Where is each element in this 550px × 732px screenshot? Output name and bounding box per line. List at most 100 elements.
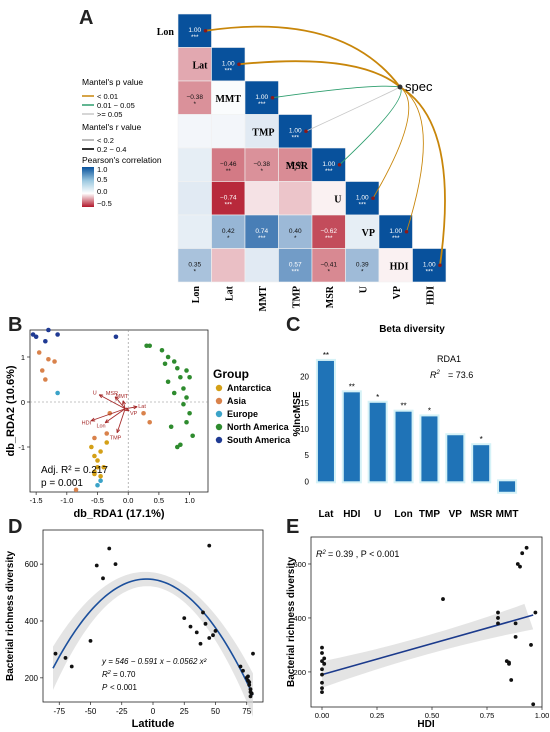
panel-b-xtick-label: 0.0 — [123, 496, 133, 505]
heatmap-cell-sig: *** — [258, 101, 266, 108]
panel-d-equation: y = 546 − 0.591 x − 0.0562 x² — [101, 657, 207, 666]
panel-b-point — [43, 377, 48, 382]
panel-e-point — [322, 661, 327, 666]
panel-e-point — [531, 702, 536, 707]
panel-b-legend-swatch — [215, 436, 223, 444]
panel-b-arrow-U — [98, 394, 126, 410]
panel-d-r2-value: = 0.70 — [113, 670, 136, 679]
panel-b-legend: Group Antarctica Asia Europe North America S… — [213, 367, 291, 445]
panel-e-r2-symbol: R2 — [316, 549, 327, 559]
panel-e-r2-value: = 0.39 , P < 0.001 — [328, 549, 399, 559]
panel-d-point — [63, 656, 68, 660]
panel-c-bar-MSR — [473, 445, 490, 482]
mantel-r-legend: Mantel's r value < 0.2 0.2 ~ 0.4 — [82, 122, 142, 154]
panel-b-legend-swatch — [215, 423, 223, 431]
panel-b-arrow-label: Lat — [138, 404, 146, 410]
heatmap-cell-MSR-Lon — [177, 147, 212, 182]
panel-e-band-shape — [322, 603, 534, 688]
heatmap-cell-sig: *** — [358, 201, 366, 208]
panel-c-bar-Lon — [395, 411, 412, 482]
panel-c-category-label: TMP — [419, 509, 440, 520]
panel-d-letter: D — [8, 516, 22, 538]
panel-e-point — [524, 545, 529, 550]
panel-b-arrow-MSR — [114, 396, 126, 410]
heatmap-cell-value: 1.00 — [356, 194, 369, 201]
panel-b-arrow-label: TMP — [110, 435, 122, 441]
panel-b-legend-label: Antarctica — [227, 383, 272, 393]
panel-b-arrowhead — [104, 419, 110, 424]
panel-c-category-label: MMT — [496, 509, 519, 520]
panel-d-point — [211, 633, 215, 638]
panel-b-arrow-label: Lon — [96, 424, 105, 430]
heatmap-col-label-TMP: TMP — [291, 286, 302, 308]
heatmap-cell-VP-Lon — [177, 214, 212, 249]
panel-e-point — [496, 621, 500, 626]
heatmap-col-labels: Lon Lat MMT TMP MSR U VP HDI — [191, 285, 437, 311]
panel-c-bar-sig: ** — [323, 351, 329, 360]
panel-b-point — [36, 350, 42, 355]
heatmap-cell-sig: * — [227, 235, 230, 242]
panel-d-point — [249, 691, 254, 696]
panel-c-bar-sig: * — [428, 406, 431, 415]
panel-e-point — [507, 660, 511, 665]
panel-b-point — [46, 356, 51, 362]
mantel-p-legend: Mantel's p value < 0.01 0.01 ~ 0.05 >= 0… — [82, 77, 143, 119]
panel-b-xlabel: db_RDA1 (17.1%) — [73, 508, 164, 520]
panel-d-fit-curve — [52, 578, 254, 696]
panel-b-point — [147, 419, 152, 425]
panel-d-point — [182, 616, 187, 621]
panel-c-bar-MMT — [499, 481, 516, 492]
panel-e-points — [320, 545, 538, 707]
panel-e-ytick-label: 400 — [293, 614, 306, 623]
panel-d-point — [207, 636, 212, 640]
heatmap-col-label-VP: VP — [392, 286, 403, 299]
mantel-p-title: Mantel's p value — [82, 77, 143, 87]
panel-b-p-value: p = 0.001 — [41, 478, 83, 489]
heatmap-cell-sig: * — [260, 168, 263, 175]
mantel-link-end-HDI — [438, 263, 442, 268]
heatmap-cell-sig: * — [294, 168, 297, 175]
panel-e-point — [518, 564, 522, 569]
panel-d-points — [53, 543, 255, 699]
heatmap-row-label-HDI: HDI — [390, 261, 409, 272]
panel-c-rda1: RDA1 — [437, 354, 461, 364]
panel-d-point — [238, 664, 243, 669]
panel-b-point — [95, 464, 100, 470]
heatmap-cell-value: −0.74 — [220, 194, 237, 201]
panel-c-r2-value: = 73.6 — [448, 370, 473, 380]
panel-c-category-label: VP — [449, 509, 463, 520]
panel-c-title: Beta diversity — [379, 324, 445, 335]
panel-d-point — [107, 546, 112, 551]
panel-c-bar-VP — [447, 435, 464, 482]
panel-c-ytick-label: 5 — [305, 451, 310, 460]
panel-e-point — [509, 678, 514, 682]
panel-b-point — [113, 334, 119, 340]
heatmap-cell-sig: *** — [224, 67, 232, 74]
panel-c-axis: 0 5 10 15 20 — [300, 373, 309, 487]
heatmap-row-label-VP: VP — [362, 228, 375, 239]
heatmap-cell-value: −0.38 — [187, 94, 204, 101]
heatmap-cell-U-Lon — [177, 181, 212, 216]
panel-b-point — [187, 374, 192, 380]
panel-e-confidence-band — [322, 603, 534, 688]
panel-d-point — [247, 683, 252, 687]
panel-e-point — [320, 659, 324, 664]
heatmap-cell-value: 0.39 — [356, 261, 369, 268]
mantel-link-end-U — [371, 196, 375, 201]
panel-e-point — [320, 651, 324, 655]
panel-b-ytick-label: 1 — [21, 353, 25, 362]
panel-c-bar-sig: * — [480, 435, 483, 444]
panel-d-point — [94, 563, 99, 568]
panel-e-point — [496, 616, 500, 620]
panel-d-point — [246, 674, 250, 679]
panel-e-point — [320, 690, 324, 695]
heatmap-cell-sig: * — [193, 268, 196, 275]
panel-d-xtick-label: 75 — [242, 707, 251, 716]
panel-e-point — [320, 667, 324, 672]
mantel-link-end-Lon — [203, 28, 208, 33]
panel-b-arrow-label: MSR — [106, 391, 118, 397]
panel-e-xtick-label: 0.25 — [370, 711, 385, 720]
heatmap-cell-Lat-Lon — [177, 47, 212, 82]
panel-b-point — [175, 444, 180, 450]
